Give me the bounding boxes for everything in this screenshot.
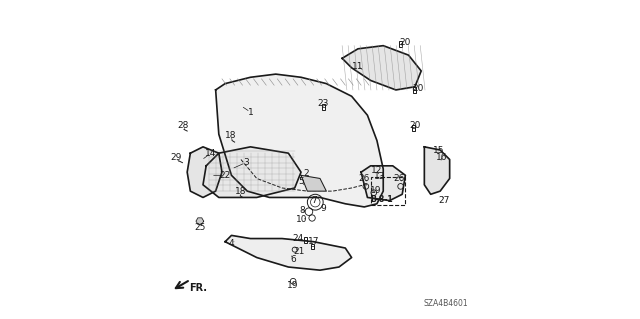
- Text: B-8-1: B-8-1: [371, 195, 393, 204]
- FancyBboxPatch shape: [305, 237, 307, 243]
- Text: 13: 13: [374, 172, 386, 182]
- Text: 26: 26: [394, 174, 404, 183]
- Text: 6: 6: [291, 255, 296, 263]
- FancyBboxPatch shape: [310, 244, 314, 249]
- Text: 3: 3: [243, 158, 248, 167]
- Polygon shape: [225, 235, 351, 270]
- Text: 15: 15: [433, 145, 444, 154]
- Polygon shape: [216, 74, 383, 207]
- Text: 4: 4: [228, 239, 234, 248]
- Text: 19: 19: [287, 281, 299, 291]
- Text: 9: 9: [320, 204, 326, 213]
- FancyBboxPatch shape: [321, 104, 324, 110]
- Text: 11: 11: [352, 62, 364, 71]
- Text: FR.: FR.: [189, 284, 207, 293]
- Text: 8: 8: [300, 206, 305, 215]
- Polygon shape: [361, 166, 405, 201]
- Text: 16: 16: [436, 153, 447, 162]
- Text: 20: 20: [409, 122, 420, 130]
- Polygon shape: [424, 147, 450, 194]
- Text: 1: 1: [248, 108, 253, 116]
- Polygon shape: [342, 46, 421, 90]
- Text: 18: 18: [235, 187, 246, 196]
- Polygon shape: [187, 147, 222, 197]
- Text: SZA4B4601: SZA4B4601: [424, 299, 468, 308]
- FancyBboxPatch shape: [412, 125, 415, 131]
- Polygon shape: [203, 147, 301, 197]
- Text: 25: 25: [195, 223, 206, 232]
- Text: 14: 14: [205, 149, 216, 158]
- Text: 24: 24: [292, 234, 303, 243]
- Text: 26: 26: [358, 174, 369, 183]
- Text: 17: 17: [308, 237, 319, 246]
- Text: 10: 10: [296, 215, 307, 224]
- Text: 7: 7: [311, 196, 317, 205]
- FancyBboxPatch shape: [413, 87, 417, 93]
- FancyBboxPatch shape: [399, 41, 402, 47]
- Text: 28: 28: [178, 122, 189, 130]
- Text: 12: 12: [371, 166, 383, 175]
- Polygon shape: [196, 218, 204, 225]
- Text: 5: 5: [298, 177, 304, 186]
- Text: 21: 21: [294, 247, 305, 256]
- Text: 29: 29: [170, 153, 182, 162]
- Text: 2: 2: [303, 169, 308, 178]
- Text: 20: 20: [412, 84, 424, 93]
- Polygon shape: [301, 175, 326, 191]
- Text: 23: 23: [317, 99, 329, 108]
- Text: 18: 18: [225, 131, 237, 140]
- Text: 19: 19: [369, 186, 381, 195]
- Text: 22: 22: [219, 171, 230, 180]
- Text: 27: 27: [438, 196, 450, 205]
- Text: 20: 20: [400, 38, 411, 47]
